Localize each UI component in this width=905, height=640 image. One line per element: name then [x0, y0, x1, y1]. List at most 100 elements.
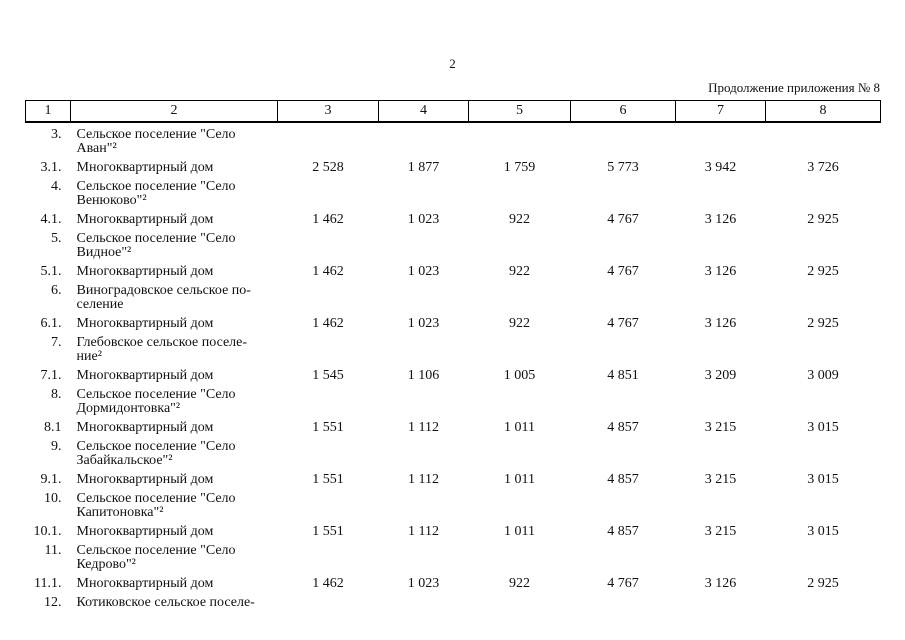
value-cell: 1 112	[408, 420, 439, 435]
value-cell: 2 925	[807, 264, 839, 279]
value-cell	[571, 227, 676, 260]
row-number-cell: 7.	[51, 335, 62, 350]
table-row: 6.1. Многоквартирный дом 1 462 1 023 922 4 76…	[26, 312, 881, 331]
column-number-header: 2	[70, 100, 278, 123]
value-cell: 3 126	[704, 576, 737, 591]
value-cell: 922	[509, 576, 530, 591]
value-cell: 1 462	[312, 212, 344, 227]
row-number-cell: 9.1.	[40, 472, 62, 487]
table-row: 10. Сельское поселение "Село Капитоновка"…	[26, 487, 881, 520]
row-number-cell: 6.	[51, 283, 62, 298]
value-cell: 2 925	[807, 316, 839, 331]
value-cell	[469, 383, 571, 416]
value-cell: 1 011	[504, 472, 535, 487]
table-row: 6. Виноградовское сельское по- селение	[26, 279, 881, 312]
value-cell	[379, 383, 469, 416]
row-name-cell: Сельское поселение "Село Аван"²	[76, 127, 236, 156]
value-cell: 1 462	[312, 264, 344, 279]
value-cell	[571, 539, 676, 572]
table-row: 5.1. Многоквартирный дом 1 462 1 023 922 4 76…	[26, 260, 881, 279]
value-cell	[766, 591, 881, 610]
value-cell	[379, 435, 469, 468]
row-name-cell: Сельское поселение "Село Дормидонтовка"²	[76, 387, 236, 416]
value-cell	[469, 435, 571, 468]
value-cell	[676, 539, 766, 572]
column-number-header: 6	[570, 100, 676, 123]
value-cell: 4 857	[607, 524, 639, 539]
table-row: 4. Сельское поселение "Село Венюково"²	[26, 175, 881, 208]
value-cell: 3 009	[807, 368, 839, 383]
value-cell: 4 767	[607, 576, 639, 591]
row-name-cell: Многоквартирный дом	[76, 264, 214, 279]
row-name-cell: Многоквартирный дом	[76, 524, 214, 539]
row-name-cell: Многоквартирный дом	[76, 160, 214, 175]
table-row: 5. Сельское поселение "Село Видное"²	[26, 227, 881, 260]
table-row: 9.1. Многоквартирный дом 1 551 1 112 1 011 4 …	[26, 468, 881, 487]
table-row: 4.1. Многоквартирный дом 1 462 1 023 922 4 76…	[26, 208, 881, 227]
row-name-cell: Сельское поселение "Село Видное"²	[76, 231, 236, 260]
value-cell: 2 528	[312, 160, 344, 175]
value-cell	[676, 435, 766, 468]
value-cell: 1 112	[408, 524, 439, 539]
value-cell	[571, 279, 676, 312]
value-cell: 5 773	[607, 160, 639, 175]
value-cell: 4 767	[607, 212, 639, 227]
value-cell	[571, 383, 676, 416]
column-number-header: 3	[277, 100, 379, 123]
value-cell	[766, 122, 881, 156]
table-row: 7.1. Многоквартирный дом 1 545 1 106 1 005 4 …	[26, 364, 881, 383]
value-cell: 3 126	[704, 264, 737, 279]
value-cell: 4 767	[607, 316, 639, 331]
value-cell: 1 545	[312, 368, 344, 383]
value-cell: 4 851	[607, 368, 639, 383]
value-cell	[766, 487, 881, 520]
value-cell: 3 015	[807, 524, 839, 539]
row-name-cell: Многоквартирный дом	[76, 420, 214, 435]
row-name-cell: Многоквартирный дом	[76, 472, 214, 487]
value-cell	[469, 175, 571, 208]
row-name-cell: Сельское поселение "Село Венюково"²	[76, 179, 236, 208]
continuation-note: Продолжение приложения № 8	[708, 80, 880, 95]
value-cell: 1 023	[407, 576, 440, 591]
value-cell: 1 011	[504, 524, 535, 539]
value-cell: 2 925	[807, 212, 839, 227]
row-number-cell: 10.1.	[33, 524, 62, 539]
row-number-cell: 7.1.	[40, 368, 62, 383]
value-cell	[278, 227, 379, 260]
value-cell	[766, 279, 881, 312]
value-cell	[469, 539, 571, 572]
table-row: 11.1. Многоквартирный дом 1 462 1 023 922 4 7…	[26, 572, 881, 591]
value-cell: 1 877	[407, 160, 440, 175]
table-row: 7. Глебовское сельское поселе- ние²	[26, 331, 881, 364]
value-cell: 1 011	[504, 420, 535, 435]
value-cell	[278, 279, 379, 312]
row-name-cell: Сельское поселение "Село Забайкальское"²	[76, 439, 236, 468]
row-number-cell: 3.1.	[40, 160, 62, 175]
row-name-cell: Многоквартирный дом	[76, 316, 214, 331]
value-cell: 922	[509, 316, 530, 331]
column-number-header: 4	[378, 100, 469, 123]
row-number-cell: 11.	[44, 543, 62, 558]
value-cell	[676, 175, 766, 208]
column-number-header: 8	[765, 100, 881, 123]
value-cell: 922	[509, 212, 530, 227]
row-name-cell: Виноградовское сельское по- селение	[76, 283, 251, 312]
column-number-header: 5	[468, 100, 571, 123]
value-cell: 1 551	[312, 420, 344, 435]
row-number-cell: 4.1.	[40, 212, 62, 227]
value-cell: 1 462	[312, 576, 344, 591]
value-cell	[766, 331, 881, 364]
value-cell	[278, 591, 379, 610]
column-number-header: 7	[675, 100, 766, 123]
row-number-cell: 10.	[44, 491, 62, 506]
table-row: 3.1. Многоквартирный дом 2 528 1 877 1 759 5 …	[26, 156, 881, 175]
value-cell	[676, 279, 766, 312]
value-cell	[278, 539, 379, 572]
value-cell	[379, 122, 469, 156]
value-cell	[766, 227, 881, 260]
value-cell	[571, 435, 676, 468]
value-cell	[379, 279, 469, 312]
row-name-cell: Многоквартирный дом	[76, 576, 214, 591]
value-cell: 1 551	[312, 524, 344, 539]
